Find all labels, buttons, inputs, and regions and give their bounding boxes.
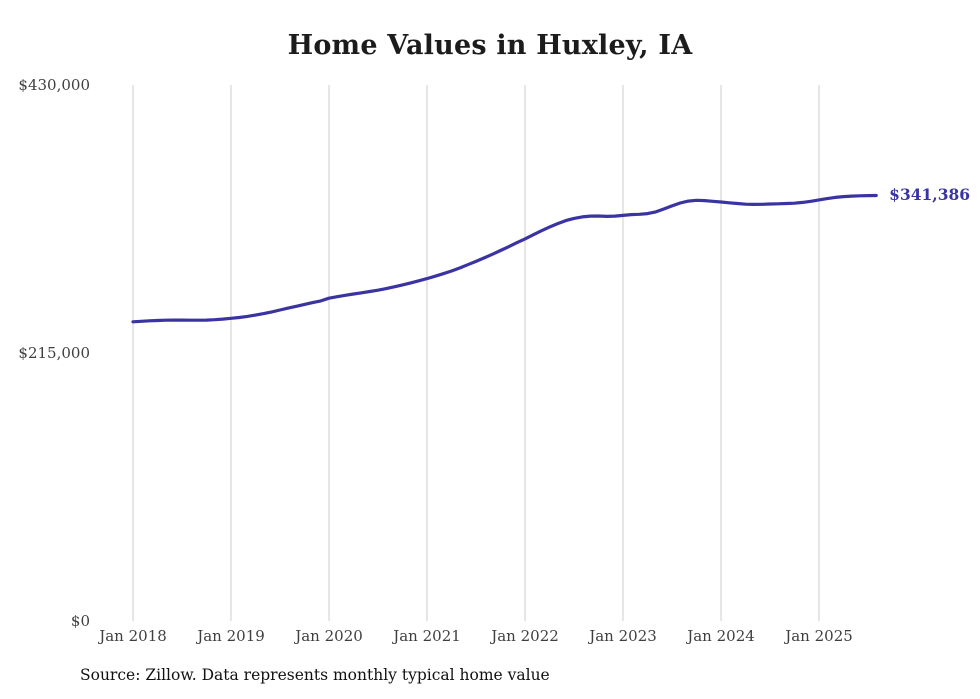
x-axis-tick-label: Jan 2019 [195,627,265,645]
source-note: Source: Zillow. Data represents monthly … [80,666,550,684]
x-axis-tick-label: Jan 2020 [293,627,363,645]
x-axis-tick-label: Jan 2018 [97,627,167,645]
x-axis-tick-label: Jan 2023 [587,627,657,645]
x-axis-tick-label: Jan 2024 [685,627,755,645]
line-chart: Jan 2018 Jan 2019 Jan 2020 Jan 2021 Jan 2022… [18,76,878,645]
home-value-line [131,193,878,324]
x-axis-tick-label: Jan 2021 [391,627,461,645]
current-value-label: $341,386 [889,185,971,205]
x-axis-tick-label: Jan 2022 [489,627,559,645]
y-axis-tick-label: $215,000 [18,344,90,362]
x-axis-tick-label: Jan 2025 [783,627,853,645]
y-axis-tick-label: $430,000 [18,76,90,94]
chart-title: Home Values in Huxley, IA [287,30,693,61]
y-axis-tick-label: $0 [71,612,90,630]
